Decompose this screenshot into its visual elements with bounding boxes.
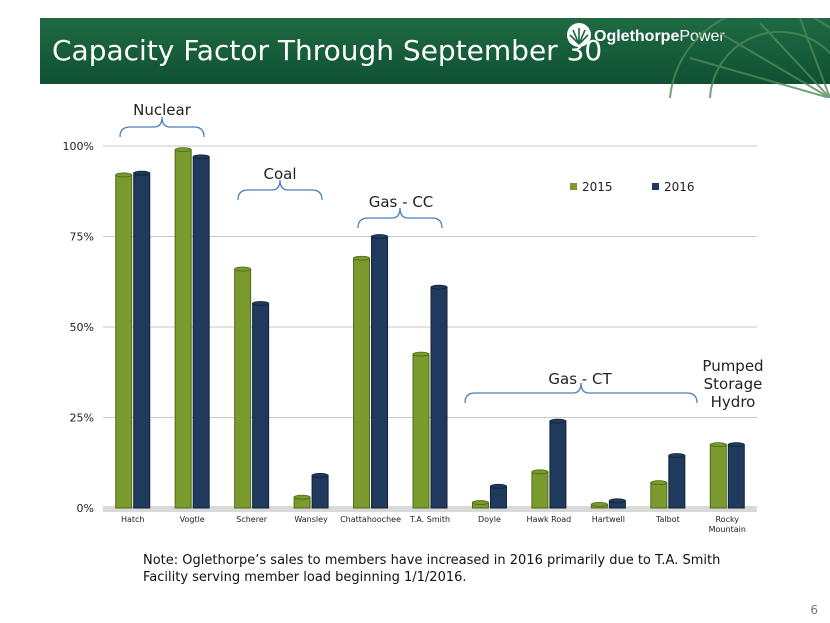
bar-2016-t-a-smith [430,286,448,509]
oglethorpe-logo-icon [567,23,591,47]
x-tick-label: Chattahoochee [340,515,401,524]
x-tick-label: Scherer [236,515,268,524]
bar-cap [353,255,370,261]
y-tick-label: 100% [63,140,94,153]
bar-cap [192,154,210,160]
legend-swatch-2015 [570,183,577,190]
bar-2016-talbot [668,455,686,509]
sunburst-decoration [669,18,830,98]
bar-2016-wansley [311,474,329,509]
slide-title: Capacity Factor Through September 30 [52,34,603,67]
group-label-pumped-storage-line: Storage [703,375,763,393]
chart-bars [115,147,745,509]
y-axis-ticks: 0% 25% 50% 75% 100% [63,140,94,515]
x-tick-label: Hartwell [592,515,625,524]
x-axis-labels: Hatch Vogtle Scherer Wansley Chattahoochee T.… [121,515,746,534]
group-label-coal: Coal [263,165,297,183]
brace-gas-cc [357,207,443,229]
legend-swatch-2016 [652,183,659,190]
bar-2016-rocky-mountain [727,444,745,509]
bar-cap [590,501,608,507]
group-label-pumped-storage: Pumped Storage Hydro [693,357,773,411]
bar-cap [412,351,430,357]
bar-cap [430,284,448,290]
bar-2016-doyle [489,485,507,509]
x-tick-label: Mountain [709,525,746,534]
bar-cap [650,480,668,486]
group-label-gas-cc: Gas - CC [368,193,434,211]
bar-2015-vogtle [174,149,192,509]
bar-cap [549,418,567,424]
legend-label-2015: 2015 [582,180,613,194]
page-number: 6 [810,603,818,617]
bar-cap [608,498,626,504]
x-tick-label: Hatch [121,515,145,524]
group-label-gas-ct: Gas - CT [548,370,612,388]
group-label-pumped-storage-line: Pumped [702,357,764,375]
y-tick-label: 25% [70,412,94,425]
bar-cap [252,301,270,306]
x-tick-label: Hawk Road [527,515,572,524]
y-tick-label: 50% [70,321,94,334]
bar-2016-scherer [252,302,270,509]
bar-cap [727,442,745,448]
bar-2015-talbot [650,482,668,509]
x-tick-label: Wansley [294,515,328,524]
chart-gridlines [103,145,757,512]
x-tick-label: Vogtle [180,515,205,524]
logo-text-bold: Oglethorpe [594,28,680,45]
y-tick-label: 75% [70,231,94,244]
bar-cap [371,234,388,239]
chart-floor [103,506,757,512]
logo-text-light: Power [679,28,725,45]
bar-cap [668,453,686,458]
chart-legend: 2015 2016 [570,180,695,194]
bar-2015-chattahoochee [353,257,371,509]
bar-2015-scherer [234,268,252,509]
bar-cap [311,473,329,478]
bar-cap [115,172,133,178]
bar-cap [472,500,489,505]
x-tick-label: T.A. Smith [409,515,450,524]
bar-2016-hatch [133,172,151,509]
bar-2015-rocky-mountain [709,444,727,509]
slide-header: Capacity Factor Through September 30 Ogl… [0,0,830,98]
x-tick-label: Doyle [478,515,501,524]
bar-cap [531,469,549,475]
brace-gas-ct [464,382,698,404]
bar-cap [133,170,151,176]
brace-nuclear [119,116,205,138]
bar-cap [490,483,507,489]
x-tick-label: Rocky [715,515,739,524]
group-label-pumped-storage-line: Hydro [710,393,756,411]
bar-cap [234,266,252,272]
group-braces [119,116,698,404]
bar-2016-hawk-road [549,420,567,509]
legend-label-2016: 2016 [664,180,695,194]
group-label-nuclear: Nuclear [133,101,191,119]
y-tick-label: 0% [77,502,94,515]
brace-coal [237,179,323,201]
bar-2016-vogtle [192,156,210,509]
bar-cap [709,442,727,448]
bar-cap [293,494,311,500]
footnote: Note: Oglethorpe’s sales to members have… [143,553,721,585]
bar-2015-hawk-road [531,471,549,509]
bar-cap [174,147,192,153]
x-tick-label: Talbot [655,515,680,524]
title-bar [40,18,830,84]
bar-2016-chattahoochee [371,236,389,509]
bar-2015-hatch [115,174,133,509]
bar-2015-t-a-smith [412,353,430,509]
logo-text: OglethorpePower [594,28,725,46]
